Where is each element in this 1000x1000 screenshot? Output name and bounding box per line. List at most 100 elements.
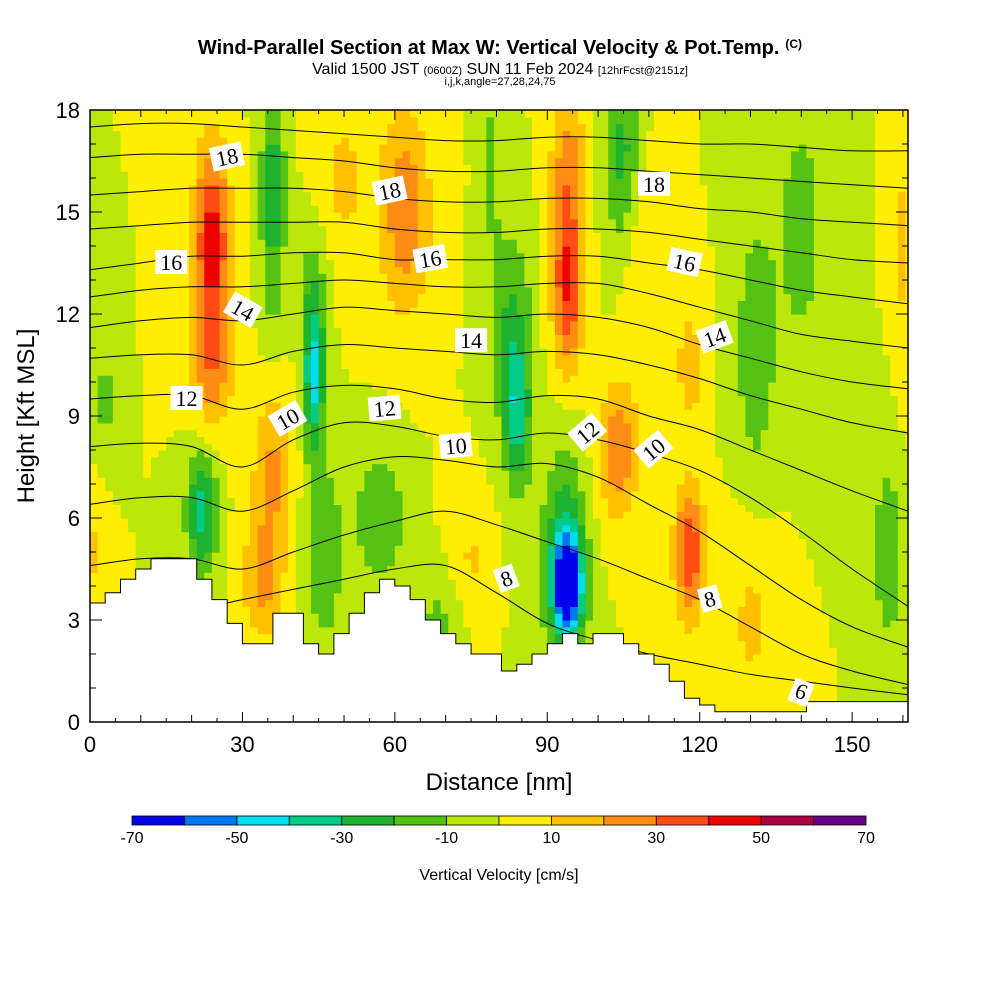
velocity-cell bbox=[341, 456, 350, 465]
velocity-cell bbox=[455, 463, 464, 471]
velocity-cell bbox=[318, 205, 327, 213]
velocity-cell bbox=[158, 218, 167, 227]
velocity-cell bbox=[349, 504, 358, 512]
velocity-cell bbox=[455, 150, 464, 159]
velocity-cell bbox=[379, 545, 388, 553]
velocity-cell bbox=[211, 565, 221, 573]
velocity-cell bbox=[90, 409, 99, 417]
velocity-cell bbox=[204, 123, 213, 131]
velocity-cell bbox=[455, 320, 464, 329]
velocity-cell bbox=[471, 314, 480, 322]
velocity-cell bbox=[326, 470, 335, 478]
velocity-cell bbox=[135, 232, 144, 240]
velocity-cell bbox=[425, 613, 434, 621]
velocity-cell bbox=[433, 293, 442, 301]
velocity-cell bbox=[265, 300, 274, 308]
velocity-cell bbox=[189, 429, 198, 437]
velocity-cell bbox=[463, 320, 472, 329]
velocity-cell bbox=[471, 497, 480, 505]
velocity-cell bbox=[181, 443, 190, 451]
velocity-cell bbox=[143, 531, 152, 539]
velocity-cell bbox=[143, 130, 152, 138]
velocity-cell bbox=[181, 409, 190, 417]
velocity-cell bbox=[280, 531, 289, 539]
velocity-cell bbox=[120, 273, 129, 281]
velocity-cell bbox=[394, 218, 403, 227]
velocity-cell bbox=[486, 538, 495, 546]
velocity-cell bbox=[341, 280, 350, 288]
velocity-cell bbox=[227, 382, 236, 390]
velocity-cell bbox=[379, 300, 388, 308]
velocity-cell bbox=[265, 599, 274, 607]
velocity-cell bbox=[90, 212, 99, 220]
velocity-cell bbox=[181, 463, 190, 471]
velocity-cell bbox=[349, 327, 358, 335]
velocity-cell bbox=[433, 443, 442, 451]
velocity-cell bbox=[219, 490, 228, 499]
velocity-cell bbox=[333, 171, 343, 179]
velocity-cell bbox=[318, 123, 327, 131]
velocity-cell bbox=[425, 286, 434, 295]
velocity-cell bbox=[143, 518, 152, 526]
velocity-cell bbox=[211, 416, 221, 424]
velocity-cell bbox=[112, 361, 122, 369]
velocity-cell bbox=[173, 531, 182, 539]
velocity-cell bbox=[471, 388, 480, 397]
velocity-cell bbox=[486, 518, 495, 526]
velocity-cell bbox=[272, 545, 282, 553]
velocity-cell bbox=[501, 218, 510, 227]
velocity-cell bbox=[204, 552, 213, 560]
velocity-cell bbox=[425, 416, 434, 424]
velocity-cell bbox=[440, 293, 449, 301]
velocity-cell bbox=[448, 130, 457, 138]
velocity-cell bbox=[471, 599, 480, 607]
velocity-cell bbox=[318, 259, 327, 267]
velocity-cell bbox=[257, 450, 266, 458]
velocity-cell bbox=[90, 470, 99, 478]
velocity-cell bbox=[173, 320, 182, 329]
velocity-cell bbox=[234, 382, 243, 390]
velocity-cell bbox=[333, 450, 343, 458]
velocity-cell bbox=[471, 130, 480, 138]
velocity-cell bbox=[120, 307, 129, 315]
velocity-cell bbox=[440, 416, 449, 424]
velocity-cell bbox=[326, 252, 335, 261]
velocity-cell bbox=[219, 484, 228, 492]
velocity-cell bbox=[417, 116, 426, 125]
velocity-cell bbox=[463, 477, 472, 485]
velocity-cell bbox=[219, 246, 228, 254]
velocity-cell bbox=[356, 327, 365, 335]
velocity-cell bbox=[364, 320, 373, 329]
velocity-cell bbox=[433, 198, 442, 206]
velocity-cell bbox=[272, 320, 282, 329]
velocity-cell bbox=[364, 184, 373, 193]
velocity-cell bbox=[326, 565, 335, 573]
velocity-cell bbox=[463, 130, 472, 138]
velocity-cell bbox=[295, 518, 304, 526]
velocity-cell bbox=[486, 286, 495, 295]
velocity-cell bbox=[166, 538, 175, 546]
velocity-cell bbox=[303, 470, 312, 478]
velocity-cell bbox=[97, 280, 106, 288]
velocity-cell bbox=[303, 633, 312, 641]
velocity-cell bbox=[120, 531, 129, 539]
velocity-cell bbox=[227, 504, 236, 512]
velocity-cell bbox=[410, 218, 419, 227]
velocity-cell bbox=[425, 191, 434, 199]
velocity-cell bbox=[227, 572, 236, 580]
velocity-cell bbox=[265, 198, 274, 206]
velocity-cell bbox=[417, 157, 426, 165]
velocity-cell bbox=[417, 518, 426, 526]
velocity-cell bbox=[394, 531, 403, 539]
velocity-cell bbox=[173, 280, 182, 288]
velocity-cell bbox=[211, 218, 221, 227]
velocity-cell bbox=[280, 123, 289, 131]
velocity-cell bbox=[204, 524, 213, 533]
velocity-cell bbox=[250, 490, 259, 499]
velocity-cell bbox=[394, 273, 403, 281]
velocity-cell bbox=[303, 354, 312, 363]
velocity-cell bbox=[219, 348, 228, 356]
velocity-cell bbox=[219, 545, 228, 553]
velocity-cell bbox=[135, 320, 144, 329]
velocity-cell bbox=[425, 388, 434, 397]
